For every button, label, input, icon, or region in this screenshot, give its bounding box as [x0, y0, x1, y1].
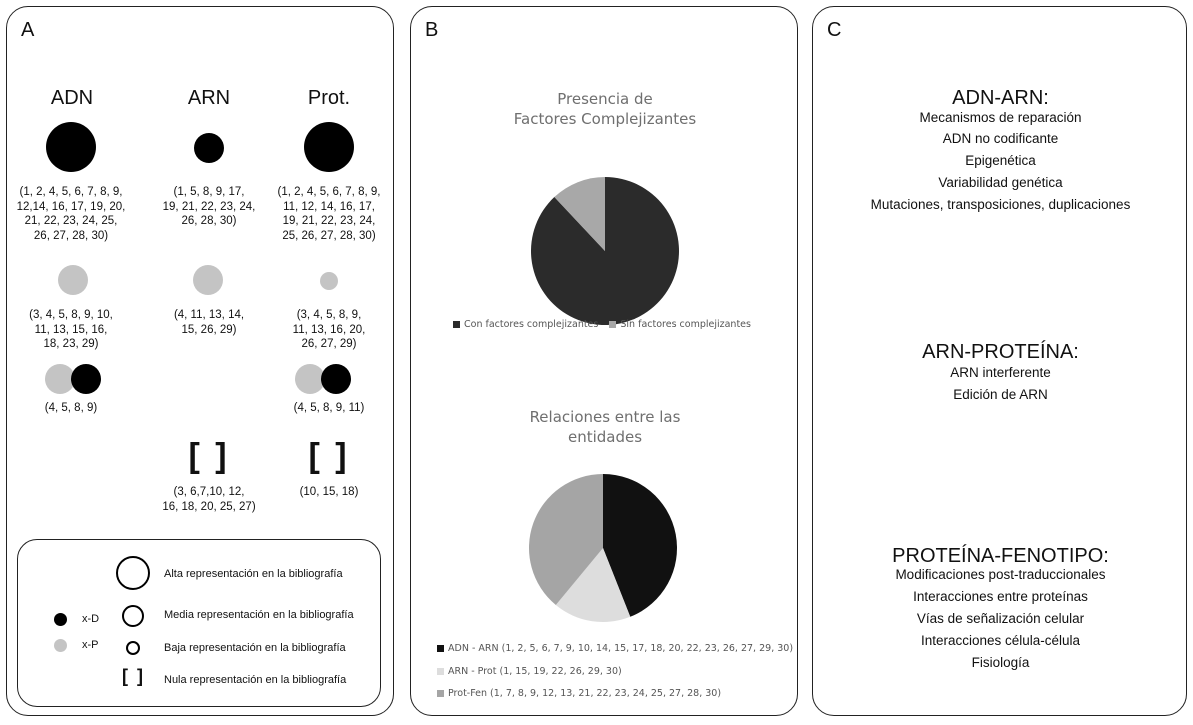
pie1-legend-con: Con factores complejizantes [464, 319, 599, 330]
section-arn-proteina-item: Edición de ARN [953, 387, 1048, 402]
legend-medium-ring-icon [122, 605, 144, 627]
adn-high-circle [46, 122, 96, 172]
pie2-legend-swatch-arn-prot [437, 668, 444, 675]
adn-pair-black-circle [71, 364, 101, 394]
pie2-legend-swatch-adn-arn [437, 645, 444, 652]
pie2-slice-prot-fen [529, 474, 603, 606]
pie2-slice-arn-prot [555, 548, 631, 622]
pie2-legend-prot-fen: Prot-Fen (1, 7, 8, 9, 12, 13, 21, 22, 23… [448, 688, 722, 699]
panel-c: C ADN-ARN: Mecanismos de reparación ADN … [812, 6, 1187, 716]
arn-high-list: (1, 5, 8, 9, 17, 19, 21, 22, 23, 24, 26,… [162, 186, 256, 227]
pie2-legend-adn-arn: ADN - ARN (1, 2, 5, 6, 7, 9, 10, 14, 15,… [448, 643, 794, 654]
legend-xp-label: x-P [82, 639, 99, 651]
adn-high-list: (1, 2, 4, 5, 6, 7, 8, 9, 12,14, 16, 17, … [16, 186, 126, 242]
panel-letter-c: C [827, 19, 842, 41]
arn-gray-circle [193, 265, 223, 295]
section-adn-arn-item: Mecanismos de reparación [919, 110, 1082, 125]
column-heading-arn: ARN [187, 87, 231, 109]
prot-null-bracket-icon: [ ] [308, 437, 350, 475]
pie2-legend-prot-fen-row: Prot-Fen (1, 7, 8, 9, 12, 13, 21, 22, 23… [437, 688, 721, 699]
prot-both-list: (4, 5, 8, 9, 11) [293, 402, 365, 414]
pie2-chart [529, 474, 677, 622]
section-proteina-fenotipo-item: Vías de señalización celular [916, 611, 1085, 626]
legend-media-label: Media representación en la bibliografía [164, 609, 354, 621]
prot-null-list: (10, 15, 18) [299, 486, 359, 498]
adn-mid-list: (3, 4, 5, 8, 9, 10, 11, 13, 15, 16, 18, … [29, 309, 113, 350]
section-proteina-fenotipo-title: PROTEÍNA-FENOTIPO: [892, 545, 1109, 567]
column-heading-adn: ADN [50, 87, 94, 109]
pie1-legend: Con factores complejizantes Sin factores… [453, 319, 751, 330]
arn-null-list: (3, 6,7,10, 12, 16, 18, 20, 25, 27) [162, 486, 256, 513]
pie1-legend-sin: Sin factores complejizantes [620, 319, 751, 330]
pie1-slice-sin [554, 177, 605, 251]
adn-pair-gray-circle [45, 364, 75, 394]
pie2-legend-swatch-prot-fen [437, 690, 444, 697]
pie2-legend-adn-arn-row: ADN - ARN (1, 2, 5, 6, 7, 9, 10, 14, 15,… [437, 643, 793, 654]
section-adn-arn-item: Epigenética [965, 153, 1036, 168]
section-adn-arn-item: ADN no codificante [942, 131, 1059, 146]
column-heading-prot: Prot. [307, 87, 351, 109]
arn-null-bracket-icon: [ ] [188, 437, 230, 475]
pie1-legend-swatch-con [453, 321, 460, 328]
pie2-title: Relaciones entre las entidades [529, 408, 681, 446]
panel-a-legend: x-D x-P Alta representación en la biblio… [17, 539, 381, 707]
arn-mid-list: (4, 11, 13, 14, 15, 26, 29) [173, 309, 245, 336]
section-proteina-fenotipo-item: Interacciones entre proteínas [913, 589, 1088, 604]
legend-nula-label: Nula representación en la bibliografía [164, 674, 347, 686]
pie2-slice-adn-arn [603, 474, 677, 617]
pie2-legend-arn-prot-row: ARN - Prot (1, 15, 19, 22, 26, 29, 30) [437, 666, 622, 677]
section-adn-arn-title: ADN-ARN: [952, 87, 1049, 109]
section-arn-proteina-title: ARN-PROTEÍNA: [922, 341, 1079, 363]
legend-large-ring-icon [116, 556, 150, 590]
section-proteina-fenotipo-item: Modificaciones post-traduccionales [895, 567, 1106, 582]
panel-letter-a: A [21, 19, 35, 41]
legend-black-dot-icon [54, 613, 67, 626]
pie1-title: Presencia de Factores Complejizantes [513, 90, 697, 128]
legend-small-ring-icon [126, 641, 140, 655]
panel-a: A ADN ARN Prot. (1, 2, 4, 5, 6, 7, 8, 9,… [6, 6, 394, 716]
section-proteina-fenotipo-item: Fisiología [971, 655, 1030, 670]
section-proteina-fenotipo-item: Interacciones célula-célula [920, 633, 1081, 648]
legend-xd-label: x-D [82, 613, 100, 625]
prot-pair-gray-circle [295, 364, 325, 394]
panel-b: B Presencia de Factores Complejizantes C… [410, 6, 798, 716]
adn-both-list: (4, 5, 8, 9) [44, 402, 98, 414]
legend-bracket-icon: [ ] [122, 666, 145, 686]
pie2-legend-arn-prot: ARN - Prot (1, 15, 19, 22, 26, 29, 30) [448, 666, 622, 677]
prot-mid-list: (3, 4, 5, 8, 9, 11, 13, 16, 20, 26, 27, … [292, 309, 366, 350]
prot-high-list: (1, 2, 4, 5, 6, 7, 8, 9, 11, 12, 14, 16,… [277, 186, 381, 242]
pie1-chart [531, 177, 679, 325]
adn-gray-circle [58, 265, 88, 295]
prot-gray-circle [320, 272, 338, 290]
prot-high-circle [304, 122, 354, 172]
prot-pair-black-circle [321, 364, 351, 394]
panel-letter-b: B [425, 19, 439, 41]
arn-medium-circle [194, 133, 224, 163]
pie1-legend-swatch-sin [609, 321, 617, 328]
legend-gray-dot-icon [54, 639, 67, 652]
section-adn-arn-item: Variabilidad genética [938, 175, 1063, 190]
legend-alta-label: Alta representación en la bibliografía [164, 568, 343, 580]
section-adn-arn-item: Mutaciones, transposiciones, duplicacion… [870, 197, 1131, 212]
section-arn-proteina-item: ARN interferente [950, 365, 1051, 380]
legend-baja-label: Baja representación en la bibliografía [164, 642, 346, 654]
